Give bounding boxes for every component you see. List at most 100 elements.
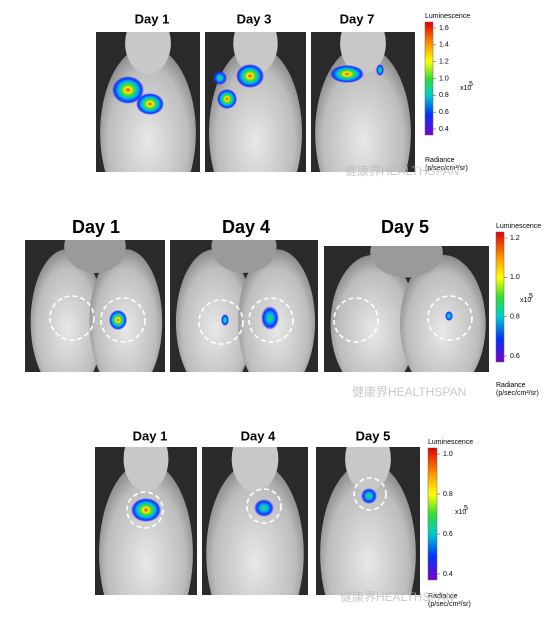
- colorbar-title: Luminescence: [425, 13, 470, 20]
- colorbar-tick-label: 0.8: [443, 491, 453, 498]
- day-label: Day 1: [72, 217, 120, 237]
- mouse-body: [175, 249, 253, 372]
- mouse-image: [202, 447, 308, 595]
- colorbar-scale: x10: [520, 297, 531, 304]
- day-label: Day 1: [135, 11, 170, 26]
- mouse-body: [320, 461, 416, 595]
- watermark: 健康界HEALTHSPAN: [345, 163, 459, 178]
- day-label: Day 7: [340, 11, 375, 26]
- signal-spot: [236, 64, 264, 88]
- colorbar-title: Luminescence: [496, 223, 541, 230]
- colorbar: [427, 447, 438, 581]
- colorbar-tick-label: 1.2: [439, 59, 449, 66]
- mouse-body: [206, 447, 304, 595]
- colorbar-tick-label: 1.0: [443, 451, 453, 458]
- mouse-image: [205, 32, 306, 172]
- day-label: Day 4: [222, 217, 270, 237]
- signal-spot: [213, 71, 227, 85]
- roi-circle: [100, 297, 146, 343]
- watermark: 健康界HEALTHSPAN: [352, 384, 466, 399]
- colorbar-exponent: 5: [529, 293, 533, 300]
- signal-spot: [221, 314, 229, 326]
- mouse-image: [25, 240, 165, 372]
- colorbar-tick-label: 0.4: [439, 126, 449, 133]
- mouse-head: [370, 246, 443, 278]
- signal-spot: [445, 311, 453, 321]
- mouse-head: [211, 240, 277, 273]
- colorbar-tick-label: 0.8: [510, 314, 520, 321]
- roi-circle: [126, 491, 164, 529]
- colorbar-tick-label: 1.2: [510, 235, 520, 242]
- mouse-body: [89, 249, 163, 372]
- mouse-body: [330, 254, 417, 372]
- mouse-body: [30, 249, 104, 372]
- signal-spot: [131, 498, 161, 522]
- signal-spot: [261, 306, 279, 330]
- mouse-body: [209, 32, 302, 172]
- colorbar-tick-label: 0.4: [443, 571, 453, 578]
- colorbar-exponent: 5: [464, 505, 468, 512]
- mouse-image: [96, 32, 200, 172]
- mouse-head: [231, 447, 279, 492]
- signal-spot: [136, 93, 164, 115]
- signal-spot: [330, 65, 364, 83]
- panel: Day 1 Day 3 Day 7 Luminescence 1.6 1.4 1.2 1.0 0…: [96, 11, 473, 178]
- day-label: Day 3: [237, 11, 272, 26]
- mouse-head: [233, 32, 278, 74]
- colorbar-exponent: 5: [469, 81, 473, 88]
- mouse-body: [330, 246, 486, 372]
- signal-spot: [254, 499, 274, 517]
- colorbar: [424, 21, 434, 136]
- signal-spot: [217, 89, 237, 109]
- mouse-body: [399, 254, 486, 372]
- mouse-body: [206, 461, 304, 595]
- roi-circle: [353, 477, 387, 511]
- colorbar-tick-label: 0.8: [439, 92, 449, 99]
- day-label: Day 5: [381, 217, 429, 237]
- mouse-head: [125, 32, 171, 74]
- roi-circle: [49, 295, 95, 341]
- colorbar-title: Luminescence: [428, 439, 473, 446]
- colorbar-tick-label: 0.6: [510, 353, 520, 360]
- colorbar-scale: x10: [460, 85, 471, 92]
- colorbar-tick-label: 0.6: [439, 109, 449, 116]
- mouse-head: [123, 447, 169, 492]
- day-label: Day 1: [133, 428, 168, 443]
- signal-spot: [361, 488, 377, 504]
- colorbar-tick-label: 1.0: [510, 274, 520, 281]
- radiance-label: Radiance: [425, 157, 455, 164]
- mouse-image: [95, 447, 197, 595]
- watermark: 健康界HEALTHSPAN: [340, 589, 454, 604]
- roi-circle: [198, 299, 244, 345]
- colorbar-tick-label: 1.6: [439, 25, 449, 32]
- roi-circle: [333, 297, 379, 343]
- roi-circle: [246, 488, 282, 524]
- colorbar-tick-label: 1.0: [439, 75, 449, 82]
- mouse-image: [311, 32, 415, 172]
- radiance-unit: (p/sec/cm²/sr): [425, 165, 468, 172]
- mouse-image: [170, 240, 318, 372]
- day-label: Day 4: [241, 428, 276, 443]
- mouse-image: [324, 246, 489, 372]
- colorbar-tick-label: 0.6: [443, 531, 453, 538]
- roi-circle: [427, 295, 473, 341]
- panel: Day 1 Day 4 Day 5 Luminescence 1.0 0.8 0.6 0.4 x…: [95, 428, 473, 608]
- day-label: Day 5: [356, 428, 391, 443]
- radiance-label: Radiance: [428, 593, 458, 600]
- mouse-head: [64, 240, 126, 273]
- panel: Day 1 Day 4 Day 5 Luminescence 1.2 1.0 0.8 0.6 x…: [25, 217, 541, 399]
- mouse-body: [30, 240, 163, 372]
- mouse-head: [340, 32, 386, 74]
- radiance-label: Radiance: [496, 382, 526, 389]
- signal-spot: [376, 64, 384, 76]
- signal-spot: [109, 310, 127, 330]
- mouse-body: [209, 46, 302, 172]
- radiance-unit: (p/sec/cm²/sr): [428, 601, 471, 608]
- colorbar: [495, 231, 505, 363]
- colorbar-tick-label: 1.4: [439, 42, 449, 49]
- radiance-unit: (p/sec/cm²/sr): [496, 390, 539, 397]
- signal-spot: [112, 76, 144, 104]
- colorbar-scale: x10: [455, 509, 466, 516]
- roi-circle: [248, 297, 294, 343]
